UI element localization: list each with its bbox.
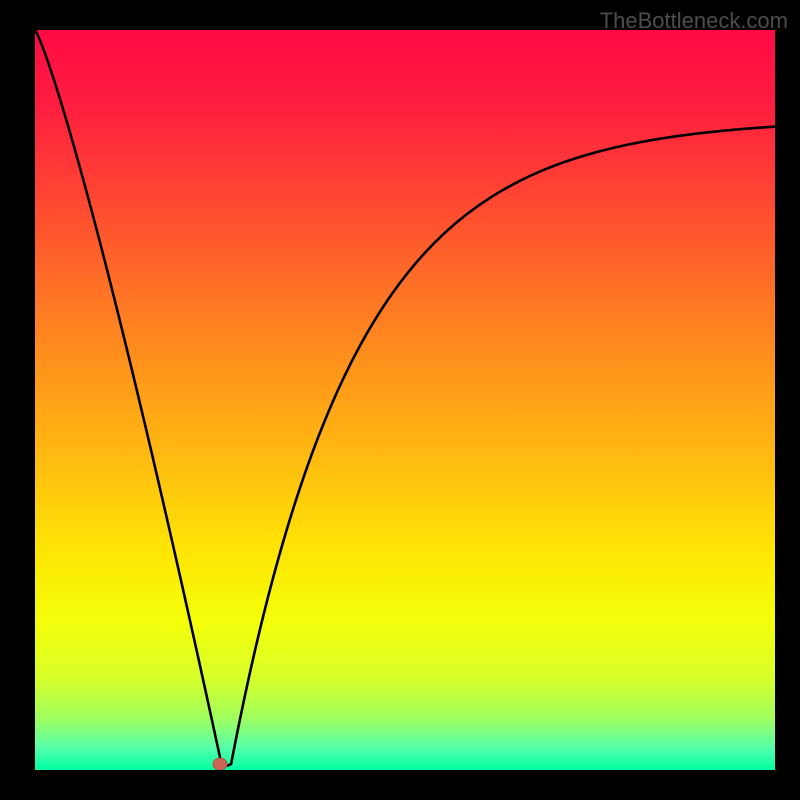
bottleneck-chart — [35, 30, 775, 770]
stage: TheBottleneck.com — [0, 0, 800, 800]
optimum-marker — [213, 758, 227, 770]
plot-background — [35, 30, 775, 770]
watermark-text: TheBottleneck.com — [600, 8, 788, 34]
